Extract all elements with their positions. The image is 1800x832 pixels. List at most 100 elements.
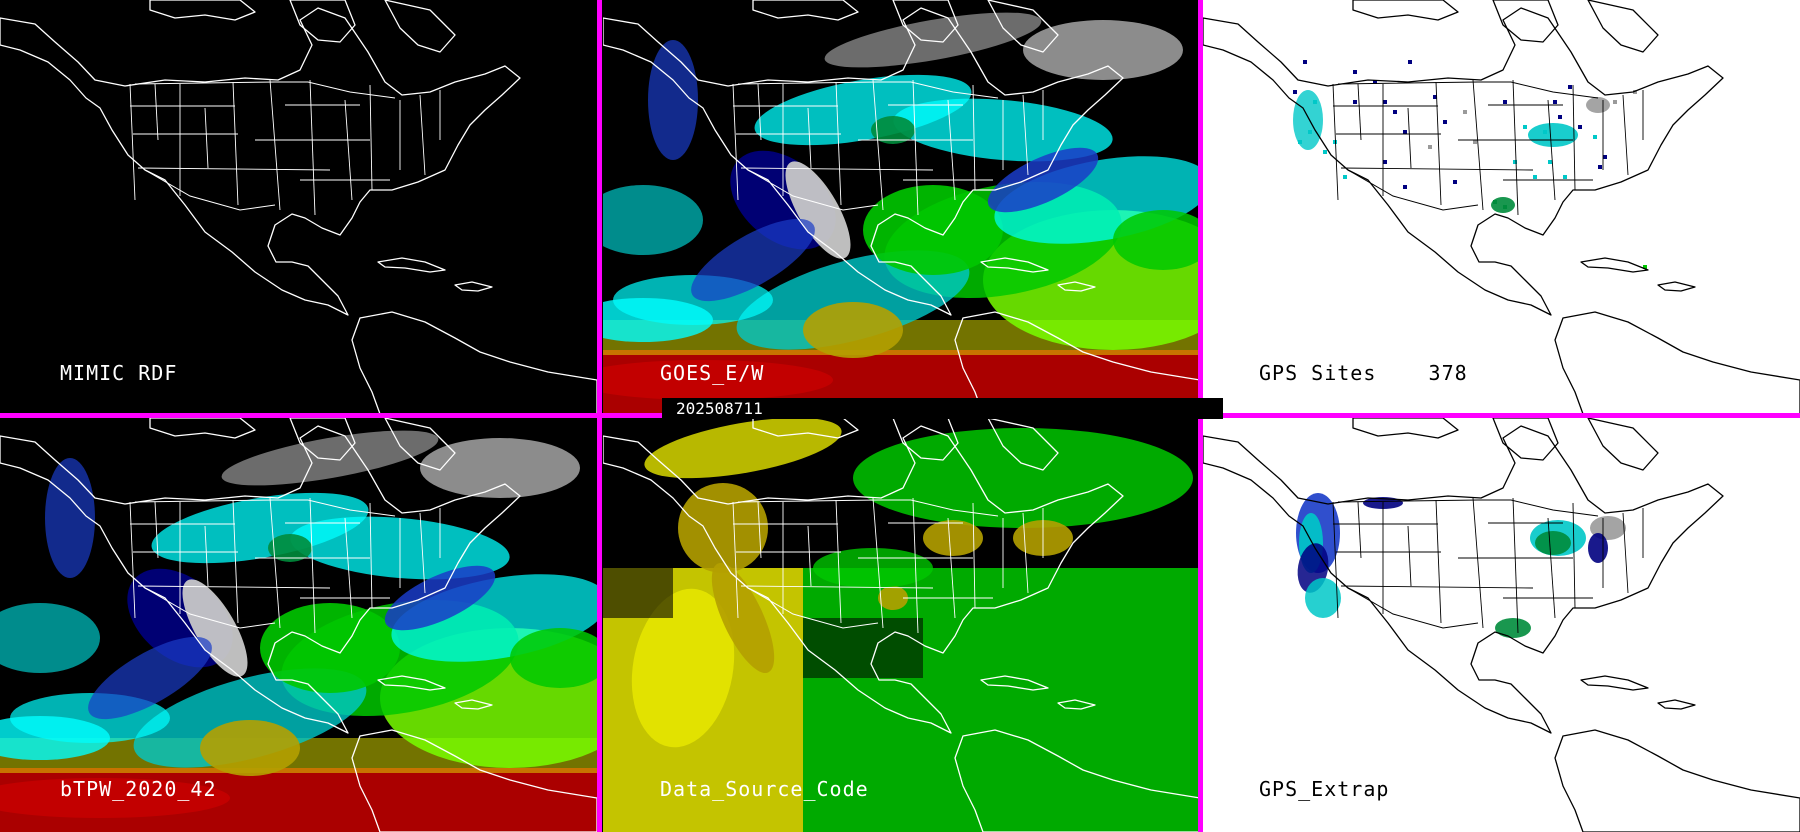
panel-label-btpw: bTPW_2020_42 xyxy=(60,777,217,801)
state-border xyxy=(1357,501,1362,559)
map-gps-sites xyxy=(1203,0,1800,414)
baffin-outline xyxy=(1587,0,1659,53)
gps-site-marker xyxy=(1533,175,1537,179)
no-data-region xyxy=(803,618,923,678)
moisture-blob xyxy=(133,668,367,768)
panel-mimic-rdf: MIMIC RDF xyxy=(0,0,597,414)
gps-site-marker xyxy=(1633,90,1637,94)
state-border xyxy=(204,525,209,587)
panel-label-mimic: MIMIC RDF xyxy=(60,361,178,385)
map-btpw xyxy=(0,418,597,832)
map-mimic xyxy=(0,0,597,414)
state-border xyxy=(1357,83,1362,141)
gps-site-marker xyxy=(1553,100,1557,104)
south-america-outline xyxy=(351,311,597,414)
moisture-blob xyxy=(1495,618,1531,638)
state-border xyxy=(137,585,331,589)
coastline-group xyxy=(603,0,1200,414)
state-border xyxy=(1622,94,1629,176)
state-border xyxy=(1572,502,1576,609)
baffin-outline xyxy=(384,0,456,53)
state-border xyxy=(1512,497,1519,634)
north-america-outline xyxy=(603,7,1124,316)
panel-label-gps-sites: GPS Sites 378 xyxy=(1259,361,1468,385)
coastline-group xyxy=(1203,0,1800,414)
panel-label-data-source: Data_Source_Code xyxy=(660,777,869,801)
state-border xyxy=(1472,497,1484,629)
state-border xyxy=(344,517,353,619)
us-canada-border xyxy=(737,499,999,517)
gps-site-marker xyxy=(1293,90,1297,94)
moisture-blob xyxy=(603,298,713,342)
state-border xyxy=(807,525,812,587)
us-mexico-border xyxy=(144,587,276,629)
state-border xyxy=(1472,79,1484,211)
moisture-blob xyxy=(88,636,212,720)
gps-site-marker xyxy=(1303,60,1307,64)
gps-site-marker xyxy=(1593,135,1597,139)
arctic-islands-outline xyxy=(1352,418,1459,439)
state-border xyxy=(1340,585,1534,589)
state-border xyxy=(1022,94,1029,176)
moisture-blob xyxy=(0,603,100,673)
gps-site-marker xyxy=(1513,160,1517,164)
moisture-blob xyxy=(871,116,915,144)
state-border xyxy=(972,502,976,609)
state-border xyxy=(269,79,281,211)
state-border xyxy=(947,517,956,619)
north-america-outline xyxy=(1203,425,1724,734)
state-borders xyxy=(732,79,1044,216)
map-data-source xyxy=(603,418,1200,832)
state-border xyxy=(232,81,239,206)
cuba-outline xyxy=(1580,257,1649,273)
state-border xyxy=(740,585,934,589)
state-border xyxy=(1407,107,1412,169)
state-border xyxy=(204,107,209,169)
state-border xyxy=(419,94,426,176)
arctic-islands-outline xyxy=(1352,0,1459,21)
gps-site-marker xyxy=(1603,155,1607,159)
arctic-islands-outline xyxy=(752,418,859,439)
north-america-outline xyxy=(603,425,1124,734)
coastline-group xyxy=(0,0,597,414)
state-border xyxy=(872,79,884,211)
state-border xyxy=(732,501,739,619)
moisture-blob xyxy=(853,428,1193,528)
moisture-blob xyxy=(1528,123,1578,147)
us-mexico-border xyxy=(1347,587,1479,629)
gps-site-marker xyxy=(1393,110,1397,114)
state-border xyxy=(972,84,976,191)
moisture-blob xyxy=(1113,210,1200,270)
state-border xyxy=(1622,512,1629,594)
state-border xyxy=(757,501,762,559)
moisture-blob xyxy=(260,603,400,693)
greenland-outline xyxy=(892,0,959,43)
greenland-outline xyxy=(1492,418,1559,461)
us-canada-border xyxy=(1337,81,1599,99)
state-border xyxy=(757,83,762,141)
gps-site-marker xyxy=(1578,125,1582,129)
state-border xyxy=(1435,81,1442,206)
state-border xyxy=(912,79,919,216)
arctic-islands-outline xyxy=(752,0,859,21)
moisture-blob xyxy=(691,218,815,302)
us-canada-border xyxy=(134,499,396,517)
gps-site-marker xyxy=(1443,120,1447,124)
gps-site-marker xyxy=(1373,80,1377,84)
moisture-blob xyxy=(45,458,95,578)
moisture-blob xyxy=(863,185,1003,275)
gps-site-marker xyxy=(1403,130,1407,134)
state-border xyxy=(1547,99,1556,201)
state-border xyxy=(232,499,239,624)
moisture-blob xyxy=(221,430,439,486)
coastline-group xyxy=(1203,418,1800,832)
south-america-outline xyxy=(1554,311,1800,414)
coastline-group xyxy=(0,418,597,832)
timestamp-bar: 202508711 xyxy=(662,398,1223,419)
moisture-blob xyxy=(987,147,1099,213)
state-borders xyxy=(732,497,1044,634)
gps-site-marker xyxy=(1383,100,1387,104)
gps-site-marker xyxy=(1353,100,1357,104)
state-border xyxy=(1512,79,1519,216)
state-border xyxy=(154,83,159,141)
